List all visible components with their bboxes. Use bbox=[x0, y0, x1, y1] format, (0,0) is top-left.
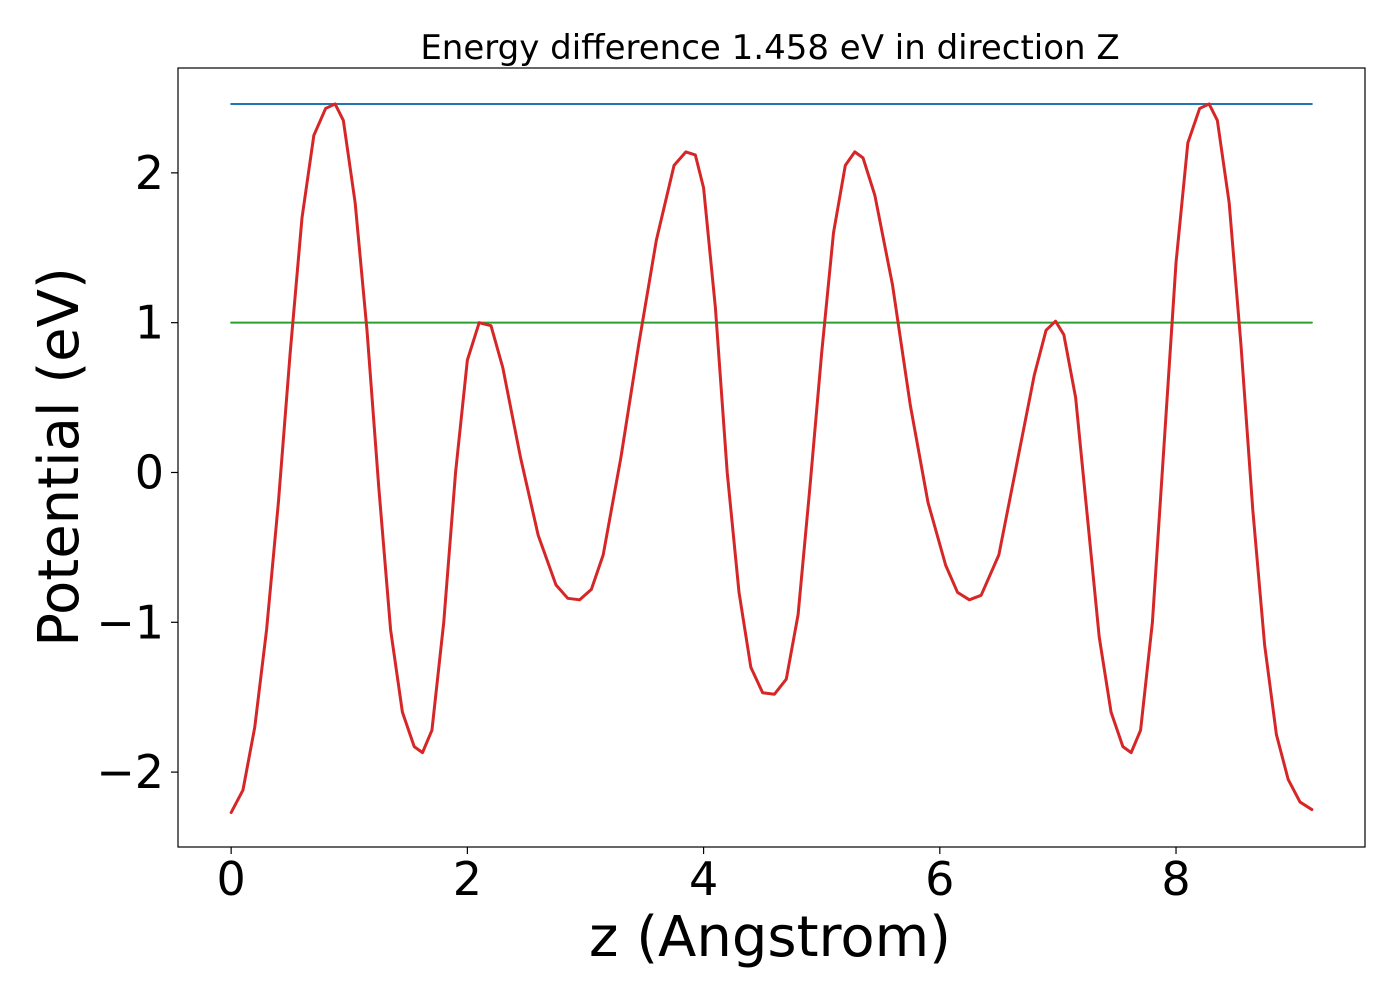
y-tick-label: 0 bbox=[135, 445, 164, 499]
y-tick-label: 1 bbox=[135, 296, 164, 350]
x-tick-label: 6 bbox=[925, 852, 954, 906]
x-tick-label: 2 bbox=[453, 852, 482, 906]
potential-curve bbox=[229, 102, 1314, 815]
chart-title: Energy difference 1.458 eV in direction … bbox=[420, 28, 1119, 68]
y-tick-label: −2 bbox=[96, 745, 164, 799]
y-axis-label: Potential (eV) bbox=[27, 267, 92, 647]
series-layer bbox=[229, 102, 1314, 815]
axis-ticks: 0 2 4 6 8 −2 −1 0 1 2 bbox=[96, 146, 1190, 906]
x-axis-label: z (Angstrom) bbox=[589, 905, 951, 970]
y-tick-label: 2 bbox=[135, 146, 164, 200]
plot-frame bbox=[177, 67, 1366, 848]
x-tick-label: 0 bbox=[217, 852, 246, 906]
y-tick-label: −1 bbox=[96, 595, 164, 649]
x-tick-label: 4 bbox=[689, 852, 718, 906]
x-tick-label: 8 bbox=[1161, 852, 1190, 906]
